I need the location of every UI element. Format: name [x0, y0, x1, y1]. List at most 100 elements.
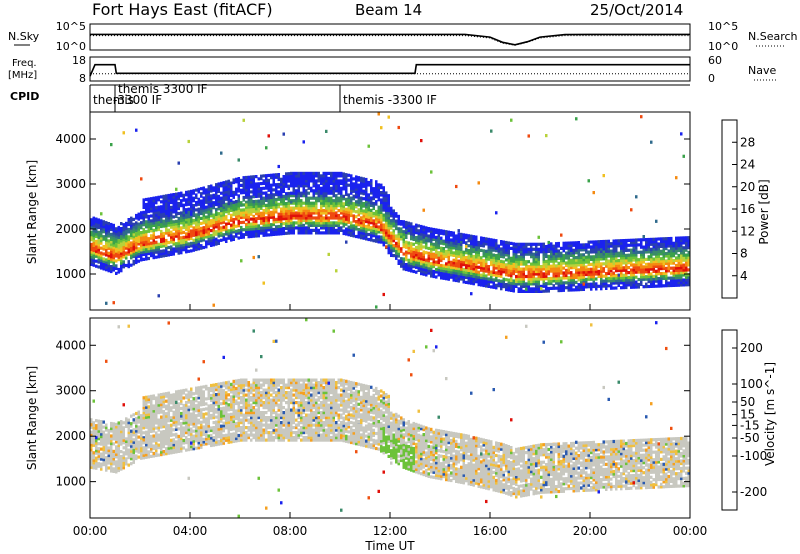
heatmap-cell: [580, 263, 583, 267]
heatmap-cell: [460, 277, 463, 281]
heatmap-cell: [447, 252, 450, 256]
heatmap-cell: [382, 233, 385, 237]
heatmap-cell: [355, 224, 358, 229]
heatmap-cell: [245, 218, 248, 222]
heatmap-cell: [650, 250, 653, 254]
heatmap-cell: [487, 272, 490, 276]
heatmap-cell: [377, 227, 380, 232]
heatmap-cell: [615, 278, 618, 283]
heatmap-cell: [430, 272, 433, 276]
heatmap-cell: [672, 268, 675, 273]
heatmap-cell: [515, 245, 518, 249]
heatmap-cell: [650, 237, 653, 241]
heatmap-cell: [225, 224, 228, 229]
heatmap-cell: [397, 242, 400, 246]
heatmap-cell: [217, 219, 220, 223]
heatmap-cell: [510, 271, 513, 275]
heatmap-cell: [112, 449, 115, 453]
heatmap-cell: [282, 207, 285, 211]
heatmap-cell: [225, 192, 228, 196]
heatmap-cell: [335, 194, 338, 198]
heatmap-cell: [252, 214, 255, 218]
heatmap-cell: [282, 214, 285, 218]
heatmap-cell: [377, 213, 380, 217]
heatmap-cell: [330, 204, 333, 208]
heatmap-cell: [545, 282, 548, 286]
heatmap-cell: [365, 195, 368, 199]
heatmap-cell: [220, 201, 223, 205]
heatmap-cell: [217, 222, 220, 226]
heatmap-cell: [110, 451, 113, 456]
heatmap-cell: [465, 270, 468, 275]
heatmap-cell: [682, 268, 685, 272]
heatmap-cell: [235, 212, 238, 216]
heatmap-cell: [152, 248, 155, 252]
heatmap-cell: [545, 247, 548, 251]
heatmap-cell: [382, 235, 385, 239]
heatmap-cell: [245, 230, 248, 234]
heatmap-cell: [575, 117, 578, 121]
heatmap-cell: [372, 201, 375, 206]
heatmap-cell: [362, 216, 365, 220]
heatmap-cell: [355, 220, 358, 224]
heatmap-cell: [315, 199, 318, 203]
heatmap-cell: [335, 204, 338, 208]
heatmap-cell: [160, 205, 163, 209]
heatmap-cell: [330, 211, 333, 215]
heatmap-cell: [345, 212, 348, 216]
heatmap-cell: [487, 282, 490, 286]
heatmap-cell: [420, 247, 423, 251]
heatmap-cell: [420, 259, 423, 263]
heatmap-cell: [450, 238, 453, 242]
heatmap-cell: [130, 219, 133, 223]
heatmap-cell: [477, 253, 480, 257]
heatmap-cell: [512, 244, 515, 248]
heatmap-cell: [190, 209, 193, 213]
heatmap-cell: [430, 170, 433, 174]
heatmap-cell: [432, 260, 435, 264]
heatmap-cell: [667, 244, 670, 248]
heatmap-cell: [237, 186, 240, 191]
heatmap-cell: [512, 272, 515, 276]
heatmap-cell: [280, 200, 283, 204]
heatmap-cell: [310, 218, 313, 223]
heatmap-cell: [555, 269, 558, 273]
heatmap-cell: [115, 422, 118, 426]
heatmap-cell: [465, 245, 468, 249]
heatmap-cell: [587, 277, 590, 281]
heatmap-cell: [405, 235, 408, 239]
heatmap-cell: [232, 205, 235, 209]
heatmap-cell: [150, 197, 153, 201]
heatmap-cell: [107, 453, 110, 458]
heatmap-cell: [100, 258, 103, 263]
heatmap-cell: [365, 212, 368, 216]
heatmap-cell: [195, 233, 198, 237]
heatmap-cell: [480, 283, 483, 287]
heatmap-cell: [472, 240, 475, 244]
heatmap-cell: [432, 247, 435, 251]
heatmap-cell: [135, 426, 138, 431]
heatmap-cell: [280, 182, 283, 186]
heatmap-cell: [137, 254, 140, 258]
heatmap-cell: [385, 211, 388, 215]
heatmap-cell: [230, 198, 233, 202]
heatmap-cell: [230, 186, 233, 190]
heatmap-cell: [230, 206, 233, 210]
heatmap-cell: [455, 264, 458, 268]
heatmap-cell: [212, 206, 215, 210]
heatmap-cell: [497, 279, 500, 283]
heatmap-cell: [495, 271, 498, 275]
heatmap-cell: [650, 242, 653, 246]
heatmap-cell: [355, 215, 358, 219]
heatmap-cell: [367, 200, 370, 204]
heatmap-cell: [400, 222, 403, 226]
heatmap-cell: [585, 277, 588, 281]
heatmap-cell: [650, 257, 653, 261]
heatmap-cell: [600, 262, 603, 266]
heatmap-cell: [467, 251, 470, 255]
heatmap-cell: [280, 197, 283, 201]
heatmap-cell: [395, 241, 398, 245]
heatmap-cell: [207, 224, 210, 228]
heatmap-cell: [435, 263, 438, 267]
heatmap-cell: [342, 231, 345, 236]
